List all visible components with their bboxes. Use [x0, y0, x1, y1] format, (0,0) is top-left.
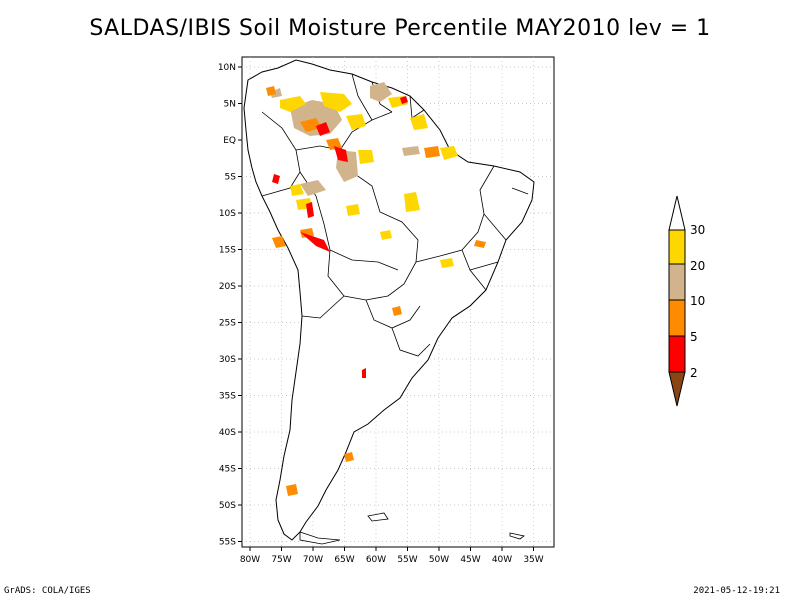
colorbar-label-2: 2	[690, 366, 698, 380]
continent-outline	[243, 59, 535, 541]
colorbar-swatch-10-20	[668, 263, 686, 301]
lat-tick-label: 50S	[219, 501, 236, 511]
lat-tick-label: 20S	[219, 282, 236, 292]
lon-tick-label: 35W	[523, 555, 543, 565]
colorbar-swatch-20-30	[668, 229, 686, 265]
lat-tick-label: 55S	[219, 538, 236, 548]
lon-tick-label: 55W	[397, 555, 417, 565]
lon-tick-label: 70W	[303, 555, 323, 565]
map-title: SALDAS/IBIS Soil Moisture Percentile MAY…	[89, 16, 711, 41]
fuegian-islands	[299, 531, 341, 545]
lat-tick-label: 5N	[224, 100, 236, 110]
colorbar-bottom-arrow	[668, 371, 686, 407]
lon-tick-label: 80W	[240, 555, 260, 565]
lat-tick-label: 10N	[218, 63, 236, 73]
colorbar-top-arrow	[668, 195, 686, 231]
lat-tick-label: 45S	[219, 465, 236, 475]
lat-tick-label: 30S	[219, 355, 236, 365]
small-island	[509, 532, 525, 540]
lat-tick-label: 15S	[219, 246, 236, 256]
lat-tick-label: 10S	[219, 209, 236, 219]
lon-tick-label: 65W	[334, 555, 354, 565]
percentile-patches	[266, 82, 486, 496]
falkland-islands	[367, 512, 389, 522]
lat-tick-label: EQ	[223, 136, 236, 146]
axis-labels: 10N 5N EQ 5S 10S 15S 20S 25S 30S 35S 40S 45S 50S 55S 8…	[218, 63, 544, 565]
lon-tick-label: 50W	[429, 555, 449, 565]
lat-tick-label: 5S	[225, 173, 237, 183]
lat-tick-label: 40S	[219, 428, 236, 438]
lat-tick-label: 35S	[219, 392, 236, 402]
colorbar: 30 20 10 5 2	[668, 195, 705, 407]
lon-tick-label: 75W	[271, 555, 291, 565]
lon-tick-label: 60W	[366, 555, 386, 565]
colorbar-swatch-5-10	[668, 299, 686, 337]
colorbar-label-20: 20	[690, 259, 705, 273]
lon-tick-label: 45W	[460, 555, 480, 565]
colorbar-swatch-2-5	[668, 335, 686, 373]
lat-tick-label: 25S	[219, 319, 236, 329]
colorbar-label-10: 10	[690, 294, 705, 308]
footer-credit: GrADS: COLA/IGES	[4, 586, 91, 596]
colorbar-label-30: 30	[690, 223, 705, 237]
lon-tick-label: 40W	[492, 555, 512, 565]
colorbar-label-5: 5	[690, 330, 698, 344]
footer-timestamp: 2021-05-12-19:21	[693, 586, 780, 596]
